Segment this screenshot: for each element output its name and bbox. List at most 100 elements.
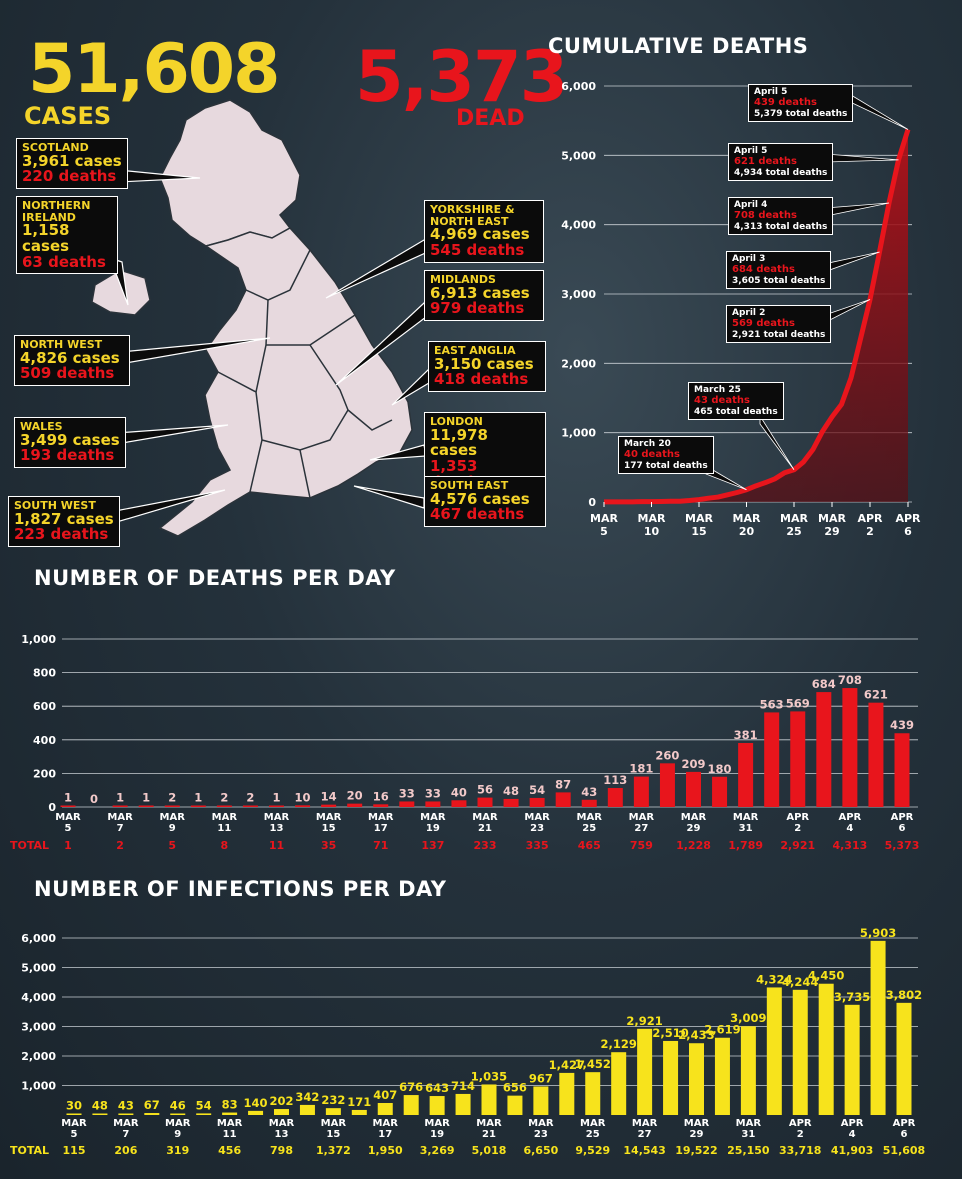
- infections-bar: [507, 1095, 523, 1115]
- deaths-bar-label: 1: [272, 791, 280, 805]
- infections-xtick-label: APR: [893, 1118, 916, 1129]
- infections-bar-label: 342: [295, 1090, 319, 1104]
- infections-xtick-label: MAR: [61, 1118, 87, 1129]
- cum-annotation-pointer: [845, 91, 909, 130]
- deaths-bar-label: 2: [220, 791, 228, 805]
- deaths-bar: [764, 712, 780, 807]
- infections-xtick-label: MAR: [528, 1118, 554, 1129]
- deaths-bar-label: 260: [655, 748, 679, 762]
- deaths-xtick-label: MAR: [577, 812, 603, 823]
- deaths-bar: [607, 788, 623, 807]
- infections-bar: [429, 1096, 445, 1115]
- infections-xtick-label: MAR: [580, 1118, 606, 1129]
- deaths-total-value: 71: [373, 839, 388, 852]
- infections-bar-label: 2,510: [652, 1026, 688, 1040]
- infections-xtick-label: MAR: [165, 1118, 191, 1129]
- region-cases: 11,978 cases: [430, 425, 488, 460]
- region-name: EAST ANGLIA: [434, 344, 516, 357]
- deaths-xtick-label: APR: [838, 812, 861, 823]
- deaths-bar-label: 33: [425, 786, 441, 800]
- cum-xtick-label: 5: [600, 525, 608, 538]
- region-cases: 4,969 cases: [430, 225, 530, 244]
- cum-ytick-label: 0: [588, 496, 596, 509]
- annotation-total: 3,605 total deaths: [732, 275, 826, 286]
- deaths-bar: [138, 805, 154, 807]
- region-name: SOUTH WEST: [14, 499, 96, 512]
- deaths-xtick-label: MAR: [524, 812, 550, 823]
- deaths-bar: [60, 805, 76, 807]
- deaths-xtick-label: MAR: [681, 812, 707, 823]
- region-cases: 4,576 cases: [430, 489, 530, 508]
- infections-bar: [222, 1112, 238, 1115]
- region-borders: [217, 249, 393, 499]
- annotation-date: April 5: [754, 87, 788, 97]
- deaths-bar: [659, 763, 675, 807]
- cum-annotation-pointer: [823, 251, 880, 273]
- infections-bar: [299, 1104, 315, 1115]
- infections-bar: [792, 989, 808, 1115]
- infections-bar-label: 54: [196, 1098, 212, 1112]
- region-name: SOUTH EAST: [430, 479, 509, 492]
- deaths-per-day-title: NUMBER OF DEATHS PER DAY: [34, 566, 396, 590]
- region-name: WALES: [20, 420, 63, 433]
- deaths-bar: [529, 797, 545, 807]
- infections-bar: [92, 1113, 108, 1115]
- cum-ytick-label: 1,000: [561, 427, 596, 440]
- deaths-total-value: 137: [421, 839, 444, 852]
- annotation-date: March 20: [624, 439, 671, 449]
- annotation-date: April 3: [732, 254, 766, 264]
- deaths-total-value: 8: [221, 839, 229, 852]
- region-scotland: SCOTLAND 3,961 cases 220 deaths: [16, 138, 128, 190]
- deaths-total-value: 35: [321, 839, 336, 852]
- deaths-bar-label: 113: [603, 773, 627, 787]
- region-south-east: SOUTH EAST 4,576 cases 467 deaths: [424, 476, 546, 528]
- infections-bar: [455, 1093, 471, 1115]
- annotation-total: 5,379 total deaths: [754, 108, 848, 119]
- deaths-total-value: 1,789: [728, 839, 763, 852]
- deaths-xtick-label: 27: [634, 823, 648, 834]
- cum-ytick-label: 2,000: [561, 357, 596, 370]
- infections-bar: [66, 1113, 82, 1115]
- deaths-xtick-label: 5: [65, 823, 72, 834]
- cum-ytick-label: 5,000: [561, 149, 596, 162]
- map-scotland: [159, 99, 301, 247]
- deaths-bar-label: 180: [708, 762, 732, 776]
- cum-xtick-label: MAR: [733, 512, 761, 525]
- region-deaths: 63 deaths: [22, 252, 106, 271]
- infections-xtick-label: 19: [430, 1129, 444, 1140]
- deaths-xtick-label: 2: [794, 823, 801, 834]
- deaths-xtick-label: APR: [786, 812, 809, 823]
- deaths-ytick-label: 400: [33, 734, 56, 747]
- deaths-total-label: TOTAL: [10, 839, 49, 852]
- infections-bar-label: 3,735: [834, 990, 870, 1004]
- infections-xtick-label: MAR: [269, 1118, 295, 1129]
- cumulative-deaths-title: CUMULATIVE DEATHS: [548, 34, 809, 58]
- deaths-bar: [373, 804, 389, 807]
- region-south-west: SOUTH WEST 1,827 cases 223 deaths: [8, 496, 120, 548]
- infections-bar: [844, 1004, 860, 1115]
- infections-bar-label: 171: [347, 1095, 371, 1109]
- cum-xtick-label: MAR: [638, 512, 666, 525]
- deaths-bar-label: 563: [760, 697, 784, 711]
- infections-bar-label: 2,129: [600, 1037, 636, 1051]
- annotation-april3: April 3 684 deaths 3,605 total deaths: [726, 251, 832, 290]
- uk-map-shapes: [91, 99, 413, 537]
- deaths-bar: [686, 771, 701, 807]
- infections-xtick-label: 2: [797, 1129, 804, 1140]
- deaths-xtick-label: 15: [322, 823, 336, 834]
- deaths-bar: [633, 776, 649, 807]
- infections-bar: [637, 1028, 653, 1115]
- region-deaths: 467 deaths: [430, 505, 525, 524]
- infections-total-value: 206: [114, 1144, 137, 1157]
- infections-xtick-label: 15: [326, 1129, 340, 1140]
- annotation-total: 177 total deaths: [624, 460, 708, 471]
- infections-xtick-label: 5: [71, 1129, 78, 1140]
- deaths-bar-label: 20: [347, 789, 363, 803]
- infections-xtick-label: MAR: [476, 1118, 502, 1129]
- region-name: LONDON: [430, 415, 483, 428]
- deaths-total-value: 11: [269, 839, 284, 852]
- infections-total-value: 319: [166, 1144, 189, 1157]
- annotation-date: March 25: [694, 385, 741, 395]
- infections-xtick-label: 21: [482, 1129, 496, 1140]
- region-deaths: 193 deaths: [20, 446, 115, 465]
